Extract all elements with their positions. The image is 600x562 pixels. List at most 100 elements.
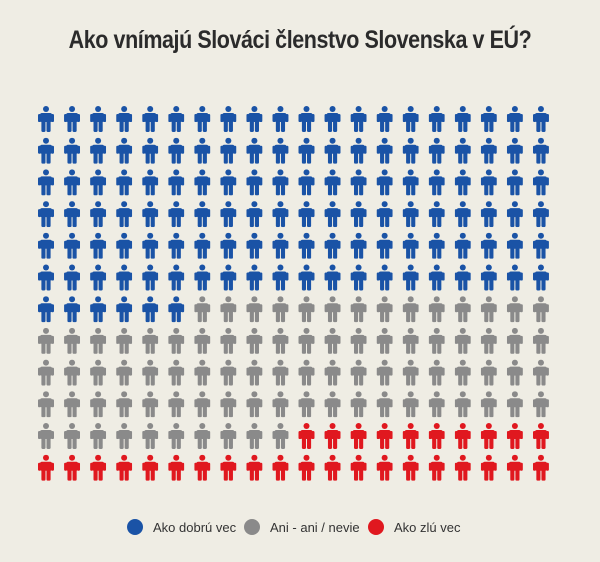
- person-icon: [402, 106, 419, 132]
- person-icon: [350, 359, 367, 386]
- person-icon: [402, 201, 419, 228]
- person-icon: [376, 296, 393, 323]
- person-icon: [194, 264, 211, 291]
- person-icon: [142, 454, 159, 481]
- person-icon: [142, 169, 159, 196]
- person-icon: [506, 423, 523, 449]
- person-icon: [38, 106, 54, 132]
- person-icon: [90, 201, 107, 228]
- person-icon: [324, 169, 341, 196]
- person-icon: [90, 359, 107, 386]
- person-icon: [272, 106, 289, 132]
- legend-item: Ani - ani / nevie: [244, 516, 360, 538]
- chart-title: Ako vnímajú Slováci členstvo Slovenska v…: [68, 26, 532, 54]
- person-icon: [90, 327, 107, 354]
- person-icon: [220, 327, 237, 354]
- person-icon: [376, 106, 393, 132]
- person-icon: [142, 201, 159, 228]
- person-icon: [246, 296, 263, 323]
- person-icon: [324, 106, 341, 132]
- person-icon: [64, 169, 81, 196]
- person-icon: [64, 327, 81, 354]
- person-icon: [142, 296, 159, 323]
- person-icon: [324, 232, 341, 259]
- person-icon: [116, 327, 133, 354]
- person-icon: [376, 359, 393, 386]
- person-icon: [116, 296, 133, 323]
- person-icon: [324, 359, 341, 386]
- person-icon: [454, 454, 471, 481]
- person-icon: [506, 391, 523, 418]
- person-icon: [272, 454, 289, 481]
- person-icon: [454, 201, 471, 228]
- person-icon: [454, 391, 471, 418]
- person-icon: [64, 264, 81, 291]
- person-icon: [324, 327, 341, 354]
- person-icon: [38, 391, 54, 418]
- person-icon: [298, 423, 315, 449]
- person-icon: [64, 454, 81, 481]
- person-icon: [90, 106, 107, 132]
- person-icon: [168, 264, 185, 291]
- person-icon: [324, 201, 341, 228]
- person-icon: [402, 169, 419, 196]
- person-icon: [194, 137, 211, 164]
- person-icon: [220, 137, 237, 164]
- person-icon: [376, 264, 393, 291]
- person-icon: [506, 137, 523, 164]
- person-icon: [272, 327, 289, 354]
- person-icon: [38, 296, 54, 323]
- person-icon: [298, 264, 315, 291]
- person-icon: [116, 423, 133, 449]
- person-icon: [298, 169, 315, 196]
- person-icon: [376, 391, 393, 418]
- person-icon: [454, 423, 471, 449]
- person-icon: [506, 201, 523, 228]
- person-icon: [116, 359, 133, 386]
- person-icon: [194, 327, 211, 354]
- person-icon: [480, 169, 497, 196]
- person-icon: [90, 391, 107, 418]
- person-icon: [506, 232, 523, 259]
- person-icon: [298, 201, 315, 228]
- person-icon: [350, 232, 367, 259]
- person-icon: [480, 201, 497, 228]
- person-icon: [350, 264, 367, 291]
- person-icon: [428, 169, 445, 196]
- person-icon: [350, 391, 367, 418]
- person-icon: [532, 327, 549, 354]
- person-icon: [402, 423, 419, 449]
- person-icon: [220, 423, 237, 449]
- person-icon: [38, 201, 54, 228]
- person-icon: [220, 264, 237, 291]
- person-icon: [168, 169, 185, 196]
- person-icon: [272, 137, 289, 164]
- person-icon: [246, 232, 263, 259]
- person-icon: [90, 137, 107, 164]
- legend-swatch: [244, 519, 260, 535]
- person-icon: [480, 296, 497, 323]
- person-icon: [64, 296, 81, 323]
- person-icon: [298, 359, 315, 386]
- person-icon: [246, 169, 263, 196]
- person-icon: [220, 454, 237, 481]
- person-icon: [116, 264, 133, 291]
- person-icon: [324, 423, 341, 449]
- person-icon: [142, 137, 159, 164]
- person-icon: [376, 423, 393, 449]
- person-icon: [64, 423, 81, 449]
- person-icon: [272, 391, 289, 418]
- person-icon: [532, 201, 549, 228]
- person-icon: [376, 169, 393, 196]
- person-icon: [38, 169, 54, 196]
- person-icon: [168, 359, 185, 386]
- person-icon: [220, 359, 237, 386]
- person-icon: [454, 106, 471, 132]
- person-icon: [90, 454, 107, 481]
- person-icon: [350, 423, 367, 449]
- person-icon: [298, 391, 315, 418]
- person-icon: [246, 359, 263, 386]
- person-icon: [194, 169, 211, 196]
- person-icon: [64, 232, 81, 259]
- person-icon: [428, 327, 445, 354]
